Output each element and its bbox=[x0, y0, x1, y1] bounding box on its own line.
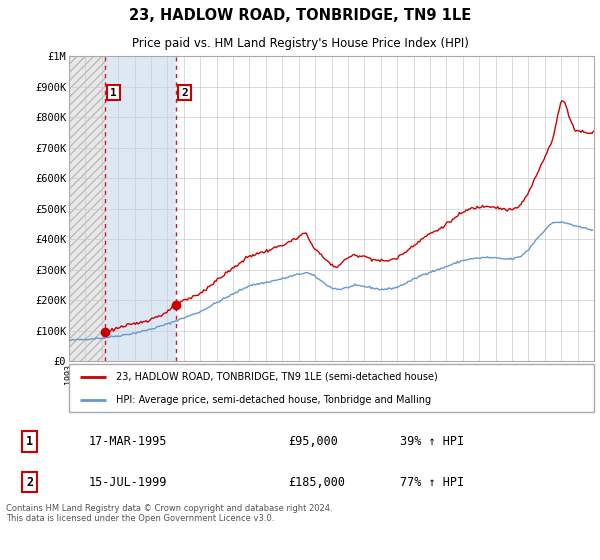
Text: 2: 2 bbox=[181, 87, 188, 97]
Text: 1: 1 bbox=[110, 87, 117, 97]
Text: 17-MAR-1995: 17-MAR-1995 bbox=[88, 435, 167, 448]
Text: Contains HM Land Registry data © Crown copyright and database right 2024.
This d: Contains HM Land Registry data © Crown c… bbox=[6, 504, 332, 524]
Text: 2: 2 bbox=[26, 476, 33, 489]
Text: £95,000: £95,000 bbox=[288, 435, 338, 448]
Text: HPI: Average price, semi-detached house, Tonbridge and Malling: HPI: Average price, semi-detached house,… bbox=[116, 395, 431, 405]
Text: 23, HADLOW ROAD, TONBRIDGE, TN9 1LE (semi-detached house): 23, HADLOW ROAD, TONBRIDGE, TN9 1LE (sem… bbox=[116, 372, 438, 382]
Text: 77% ↑ HPI: 77% ↑ HPI bbox=[400, 476, 464, 489]
Text: £185,000: £185,000 bbox=[288, 476, 345, 489]
Text: 39% ↑ HPI: 39% ↑ HPI bbox=[400, 435, 464, 448]
Text: 1: 1 bbox=[26, 435, 33, 448]
Text: 23, HADLOW ROAD, TONBRIDGE, TN9 1LE: 23, HADLOW ROAD, TONBRIDGE, TN9 1LE bbox=[129, 8, 471, 23]
Text: 15-JUL-1999: 15-JUL-1999 bbox=[88, 476, 167, 489]
FancyBboxPatch shape bbox=[69, 364, 594, 412]
Text: Price paid vs. HM Land Registry's House Price Index (HPI): Price paid vs. HM Land Registry's House … bbox=[131, 37, 469, 50]
